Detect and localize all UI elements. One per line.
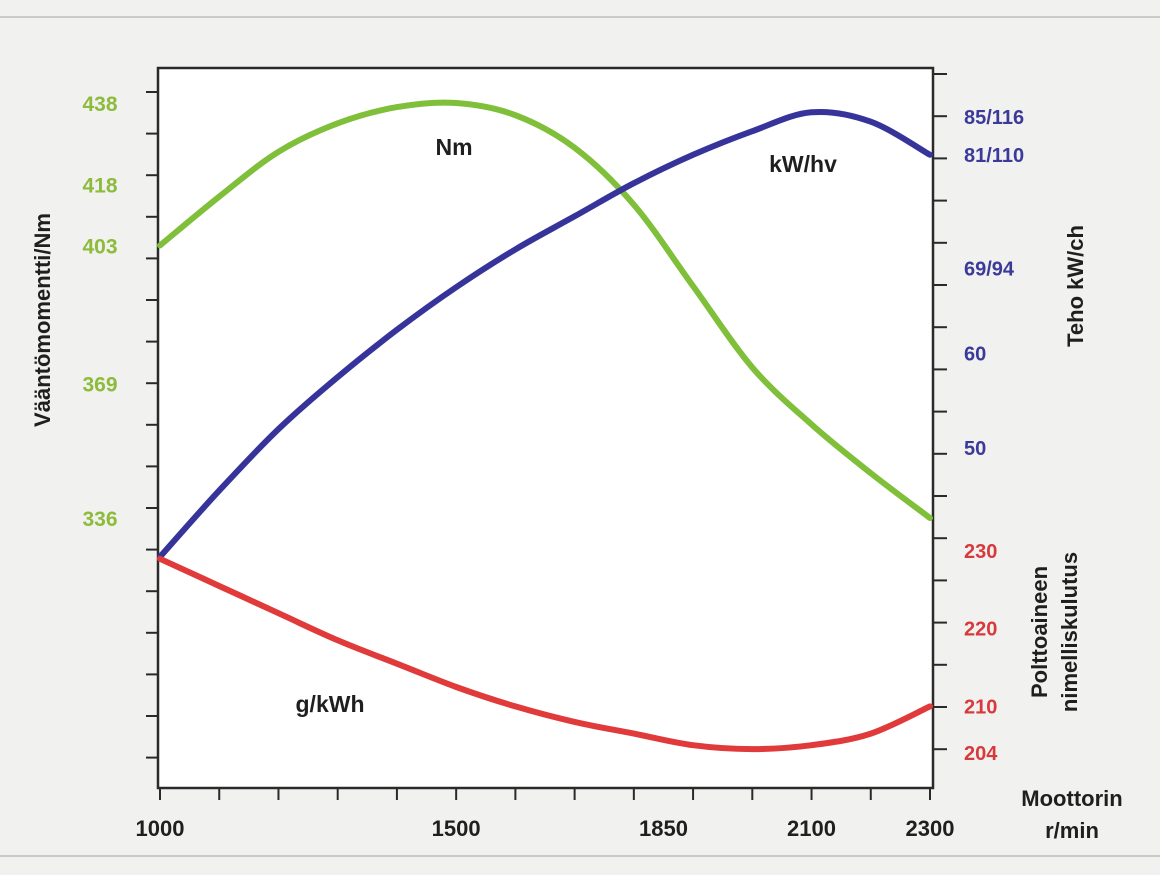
x-tick-label: 2100	[787, 816, 836, 841]
left-tick-label: 438	[82, 93, 117, 116]
right-lower-tick-label: 210	[964, 696, 997, 718]
x-axis-title-line2: r/min	[1045, 818, 1099, 843]
right-axis: 50 60 69/94 81/110 85/116 Teho kW/ch 204 210 220…	[933, 73, 1088, 765]
right-lower-tick-label: 204	[964, 743, 998, 765]
x-tick-label: 1000	[136, 816, 185, 841]
series-label: Nm	[435, 134, 472, 160]
right-upper-tick-label: 81/110	[964, 145, 1024, 167]
right-lower-tick-label: 230	[964, 541, 997, 563]
x-axis: 1000 1500 1850 2100 2300 Moottorin r/min	[136, 786, 1123, 843]
right-upper-tick-label: 85/116	[964, 107, 1024, 129]
series-line-nm	[157, 99, 933, 521]
x-tick-label: 1500	[432, 816, 481, 841]
left-axis-title: Vääntömomentti/Nm	[30, 213, 55, 427]
right-upper-tick-label: 50	[964, 438, 986, 460]
right-lower-axis-title-line2: nimelliskulutus	[1057, 552, 1082, 712]
left-tick-label: 336	[82, 508, 117, 531]
left-tick-label: 403	[82, 235, 117, 258]
series-layer	[157, 99, 933, 753]
series-line-kw-hv	[157, 108, 933, 560]
series-labels: Nm kW/hv g/kWh	[296, 134, 838, 717]
series-label: kW/hv	[769, 151, 837, 177]
plot-area	[156, 66, 935, 790]
series-label: g/kWh	[296, 691, 365, 717]
right-upper-tick-label: 69/94	[964, 258, 1015, 280]
left-tick-label: 418	[82, 174, 117, 197]
right-lower-tick-label: 220	[964, 619, 997, 641]
x-tick-label: 2300	[906, 816, 955, 841]
series-line-g-kwh	[157, 555, 933, 753]
right-upper-tick-label: 60	[964, 343, 986, 365]
right-upper-axis-title: Teho kW/ch	[1063, 225, 1088, 347]
x-tick-label: 1850	[639, 816, 688, 841]
right-lower-axis-title-line1: Polttoaineen	[1027, 566, 1052, 698]
left-axis: 336 369 403 418 438 Vääntömomentti/Nm	[30, 91, 158, 759]
left-tick-label: 369	[82, 374, 117, 397]
x-axis-title-line1: Moottorin	[1021, 786, 1122, 811]
